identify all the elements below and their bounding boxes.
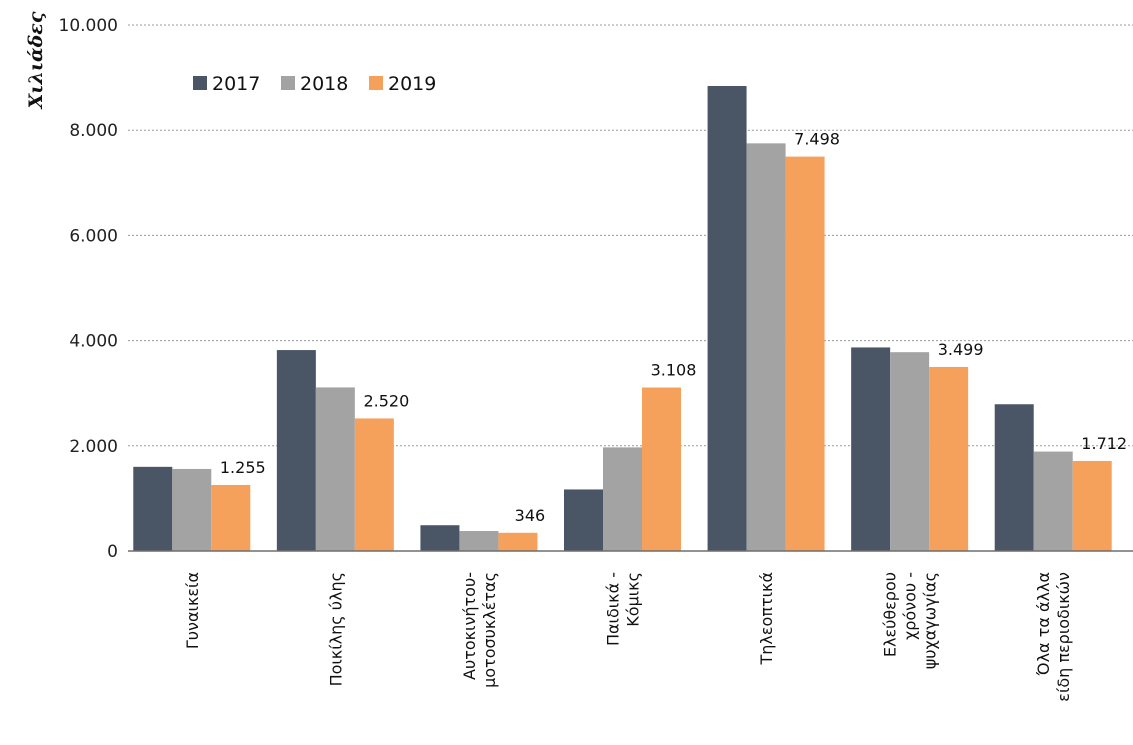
bar-2019 [354,418,394,551]
category-label-line: Όλα τα άλλα [1034,572,1053,676]
y-tick-label: 10.000 [59,16,118,36]
category-label-line: χρόνου - [901,572,920,640]
data-labels: 1.255 2.520 346 3.108 7.498 3.499 1.712 [220,130,1127,525]
legend-swatch-2017 [193,76,207,90]
bars [133,86,1112,552]
bar-2017 [994,404,1034,551]
bar-2018 [603,447,642,551]
bar-2017 [707,86,747,552]
data-label: 7.498 [794,130,840,149]
data-label: 1.255 [220,458,266,477]
legend-label-2018: 2018 [300,73,348,95]
y-tick-label: 6.000 [69,226,118,246]
y-tick-label: 0 [107,542,118,562]
category-label: Ποικίλης ύλης [326,572,345,686]
bar-2019 [211,484,251,551]
bar-2017 [851,347,891,551]
bar-2017 [564,489,603,551]
category-label-line: Γυναικεία [183,572,202,649]
y-axis-ticks: 0 2.000 4.000 6.000 8.000 10.000 [59,16,118,562]
data-label: 3.108 [651,361,697,380]
bar-2018 [890,352,930,551]
category-label-line: μοτοσυκλέτας [480,572,499,688]
category-label: Γυναικεία [183,572,202,649]
category-label: Ελεύθερου χρόνου - ψυχαγωγίας [881,572,940,669]
legend: 2017 2018 2019 [193,73,436,95]
category-label-line: Κόμικς [624,572,643,627]
bar-2017 [276,350,316,551]
category-label: Όλα τα άλλα είδη περιοδικών [1034,572,1073,702]
category-label: Αυτοκινήτου-μοτοσυκλέτας [460,572,499,688]
legend-swatch-2018 [281,76,295,90]
category-label-line: είδη περιοδικών [1054,572,1073,702]
legend-label-2019: 2019 [388,73,436,95]
data-label: 346 [515,506,546,525]
legend-label-2017: 2017 [212,73,260,95]
category-label: Παιδικά - Κόμικς [604,572,643,646]
category-label-line: Παιδικά - [604,572,623,646]
bar-2019 [785,156,825,551]
data-label: 3.499 [938,340,984,359]
legend-swatch-2019 [369,76,383,90]
bar-2018 [315,387,355,551]
bar-2019 [498,532,538,551]
y-axis-label: Χιλιάδες [25,11,47,109]
y-tick-label: 2.000 [69,437,118,457]
category-label-line: Αυτοκινήτου- [460,572,479,680]
bar-2017 [420,525,460,551]
bar-2019 [929,366,969,551]
category-label-line: Τηλεοπτικά [757,572,776,665]
y-tick-label: 4.000 [69,332,118,352]
data-label: 2.520 [363,391,409,410]
category-label-line: ψυχαγωγίας [921,572,940,669]
bar-2019 [1072,460,1112,551]
category-label-line: Ποικίλης ύλης [326,572,345,686]
bar-2018 [459,531,499,551]
bar-2018 [172,468,212,551]
category-labels: Γυναικεία Ποικίλης ύλης Αυτοκινήτου-μοτοσυ… [183,572,1073,702]
category-label-line: Ελεύθερου [881,572,900,657]
bar-2018 [1033,451,1073,551]
bar-2018 [746,143,786,551]
data-label: 1.712 [1081,434,1127,453]
bar-2019 [642,387,681,551]
category-label: Τηλεοπτικά [757,572,776,665]
y-tick-label: 8.000 [69,121,118,141]
bar-2017 [133,466,173,551]
